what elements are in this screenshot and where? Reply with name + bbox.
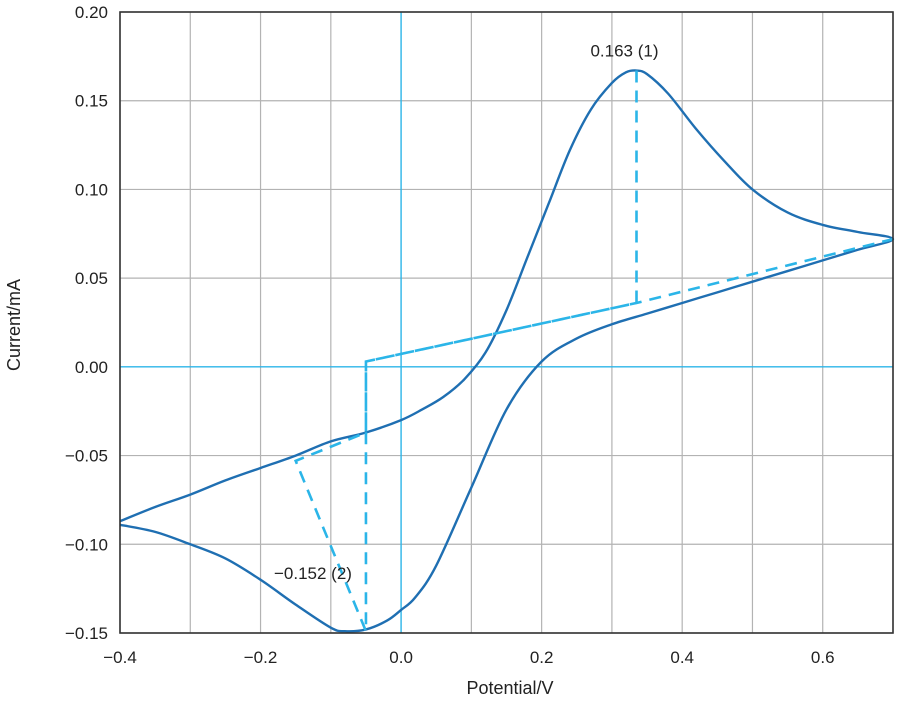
x-tick-label: −0.4 [103, 648, 137, 667]
x-tick-label: −0.2 [244, 648, 278, 667]
peak-annotations: 0.163 (1) −0.152 (2) [274, 42, 659, 584]
y-tick-label: 0.15 [75, 92, 108, 111]
y-tick-label: 0.10 [75, 180, 108, 199]
x-tick-label: 0.2 [530, 648, 554, 667]
y-tick-label: −0.05 [65, 447, 108, 466]
zero-axis-lines [120, 12, 893, 633]
y-axis-label: Current/mA [4, 279, 24, 371]
y-tick-label: −0.10 [65, 535, 108, 554]
x-axis-label: Potential/V [466, 678, 553, 698]
y-tick-labels: −0.15 −0.10 −0.05 0.00 0.05 0.10 0.15 0.20 [65, 3, 108, 643]
grid-lines [119, 11, 894, 634]
plot-frame [119, 11, 894, 634]
cv-curve-line [119, 69, 895, 633]
x-tick-label: 0.6 [811, 648, 835, 667]
x-tick-label: 0.0 [389, 648, 413, 667]
x-tick-label: 0.4 [670, 648, 694, 667]
y-tick-label: 0.05 [75, 269, 108, 288]
peak-annotation-2: −0.152 (2) [274, 564, 352, 583]
peak-annotation-1: 0.163 (1) [590, 42, 658, 61]
y-tick-label: 0.00 [75, 358, 108, 377]
series-group [119, 69, 895, 633]
y-tick-label: 0.20 [75, 3, 108, 22]
y-tick-label: −0.15 [65, 624, 108, 643]
baseline-dashed-line [293, 70, 894, 632]
x-tick-labels: −0.4 −0.2 0.0 0.2 0.4 0.6 [103, 648, 834, 667]
